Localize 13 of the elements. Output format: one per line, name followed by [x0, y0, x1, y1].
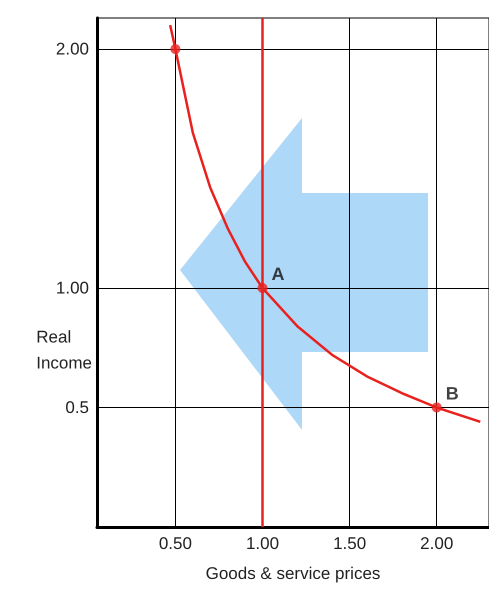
x-tick-label: 2.00 — [420, 534, 454, 553]
x-tick-label: 1.00 — [246, 534, 280, 553]
x-tick-label: 0.50 — [158, 534, 192, 553]
annotation: A — [272, 264, 285, 284]
point — [432, 402, 442, 413]
annotation: B — [446, 384, 459, 404]
y-axis-title: Real Income — [36, 327, 92, 372]
y-tick-label: 2.00 — [56, 40, 89, 59]
x-tick-label: 1.50 — [333, 534, 366, 553]
y-tick-label: 0.5 — [65, 398, 89, 418]
point — [170, 44, 180, 54]
y-tick-label: 1.00 — [56, 278, 89, 298]
x-axis-title: Goods & service prices — [206, 564, 380, 583]
